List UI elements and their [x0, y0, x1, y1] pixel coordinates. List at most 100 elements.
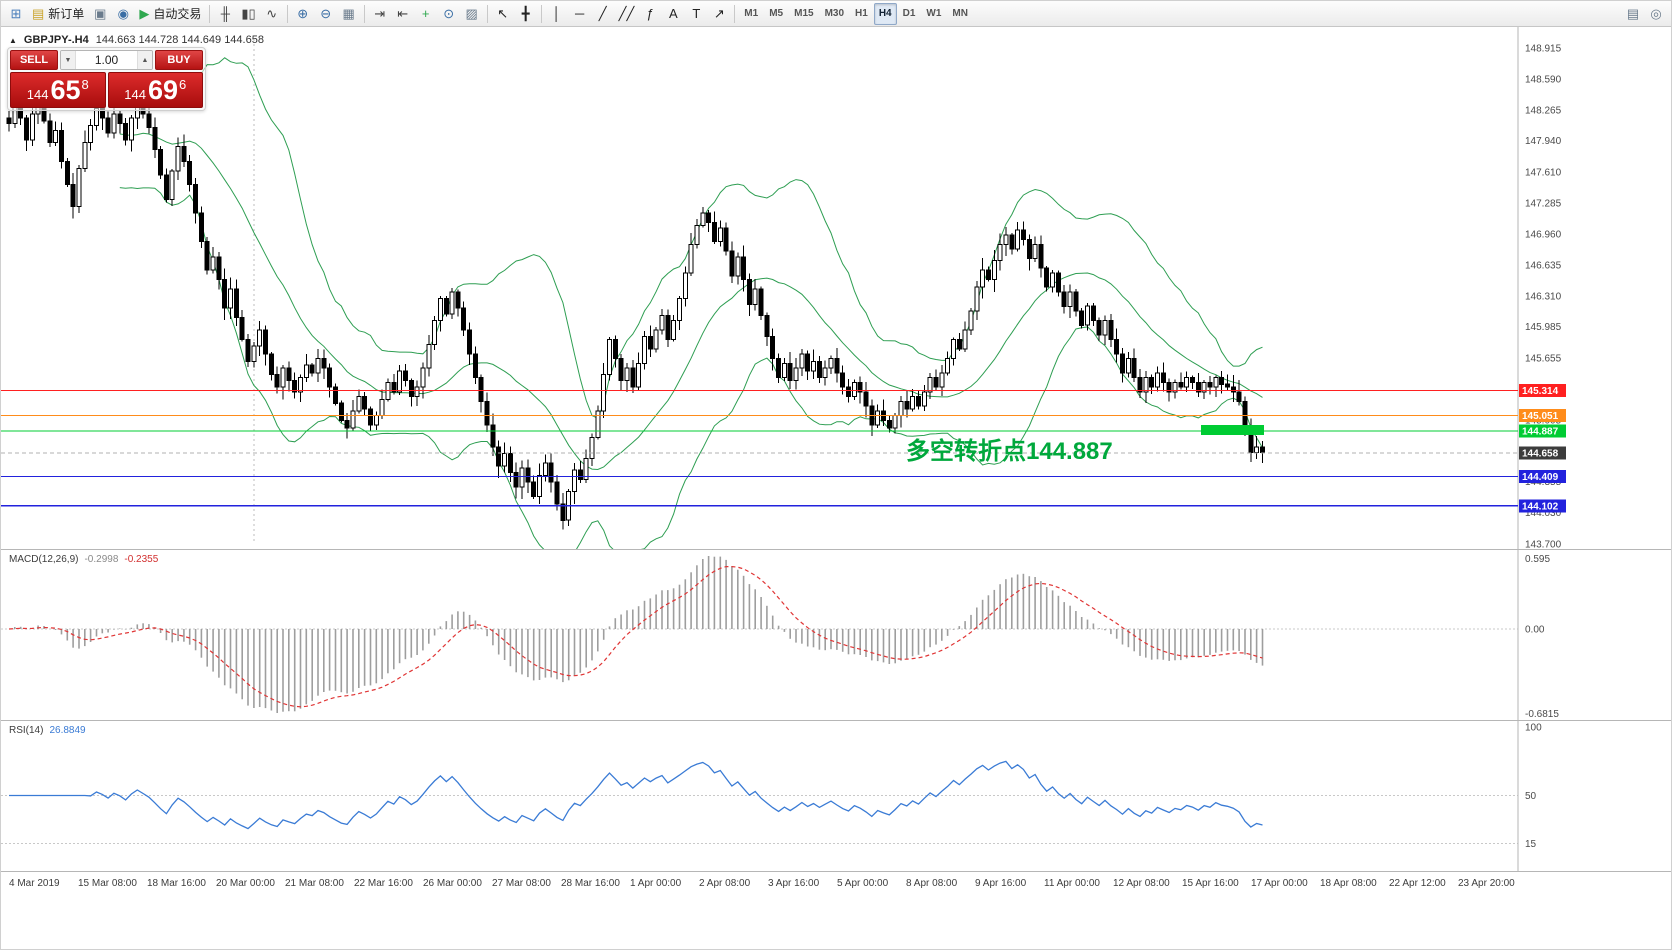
- text-button[interactable]: A: [662, 3, 684, 25]
- horizontal-line-button[interactable]: ─: [569, 3, 591, 25]
- zoom-out-button[interactable]: ⊖: [315, 3, 337, 25]
- chart-shift-button[interactable]: ⇤: [392, 3, 414, 25]
- candle: [455, 291, 461, 309]
- candle: [239, 317, 245, 341]
- horizontal-line-icon: ─: [575, 6, 585, 21]
- candle: [1213, 377, 1219, 388]
- new-chart-button[interactable]: ⊞: [5, 3, 27, 25]
- time-label: 27 Mar 08:00: [492, 878, 551, 889]
- timeframe-d1[interactable]: D1: [898, 3, 921, 25]
- periods-button[interactable]: ⊙: [438, 3, 460, 25]
- macd-canvas[interactable]: 0.595 0.00 -0.6815: [1, 550, 1672, 720]
- autotrading-button[interactable]: ▶ 自动交易: [135, 3, 205, 25]
- sell-price-display[interactable]: 144 65 8: [10, 72, 106, 108]
- candle: [513, 472, 519, 488]
- templates-button[interactable]: ▨: [461, 3, 483, 25]
- rsi-canvas[interactable]: 100 50 15: [1, 721, 1672, 871]
- candle: [1184, 377, 1190, 388]
- candle: [607, 339, 612, 376]
- candle: [1114, 339, 1120, 355]
- candle: [653, 329, 659, 350]
- timeframe-w1[interactable]: W1: [921, 3, 946, 25]
- candle: [379, 398, 385, 417]
- indicators-button[interactable]: +: [415, 3, 437, 25]
- arrows-button[interactable]: ↗: [708, 3, 730, 25]
- time-label: 21 Mar 08:00: [285, 878, 344, 889]
- candle: [1201, 381, 1207, 393]
- price-axis-label: 146.960: [1525, 229, 1562, 240]
- timeframe-m30[interactable]: M30: [820, 3, 849, 25]
- candle: [286, 367, 292, 381]
- print-button[interactable]: ▤: [1622, 3, 1644, 25]
- toolbar: ⊞ ▤ 新订单 ▣ ◉ ▶ 自动交易 ╫ ▮▯ ∿ ⊕ ⊖ ▦ ⇥ ⇤ + ⊙ ▨ ↖ ╋ │ ─ ╱ ╱╱ ƒ A T ↗ M1 M5 M…: [1, 1, 1671, 27]
- timeframe-m5[interactable]: M5: [764, 3, 788, 25]
- channel-button[interactable]: ╱╱: [615, 3, 639, 25]
- candle: [1055, 272, 1061, 293]
- market-watch-button[interactable]: ◉: [112, 3, 134, 25]
- candle: [927, 377, 933, 393]
- vertical-line-button[interactable]: │: [546, 3, 568, 25]
- chart-profiles-button[interactable]: ▣: [89, 3, 111, 25]
- candle: [1073, 291, 1079, 312]
- candle: [659, 315, 665, 331]
- help-button[interactable]: ◎: [1645, 3, 1667, 25]
- auto-scroll-icon: ⇥: [374, 6, 386, 21]
- cursor-button[interactable]: ↖: [492, 3, 514, 25]
- candle: [519, 467, 525, 488]
- sell-button[interactable]: SELL: [10, 50, 58, 70]
- timeframe-m15[interactable]: M15: [789, 3, 818, 25]
- candle: [292, 379, 298, 393]
- oneclick-collapse-arrow[interactable]: ▲: [9, 35, 17, 45]
- candle: [327, 367, 333, 388]
- price-axis-label: 146.635: [1525, 260, 1562, 271]
- candle: [193, 184, 199, 214]
- candle: [1155, 372, 1160, 388]
- tile-windows-button[interactable]: ▦: [338, 3, 360, 25]
- candle: [612, 339, 618, 359]
- timeframe-h4[interactable]: H4: [873, 2, 897, 25]
- price-axis-label: 145.985: [1525, 322, 1562, 333]
- fibonacci-button[interactable]: ƒ: [639, 3, 661, 25]
- text-label-button[interactable]: T: [685, 3, 707, 25]
- line-chart-button[interactable]: ∿: [261, 3, 283, 25]
- time-label: 18 Mar 16:00: [147, 878, 206, 889]
- candle: [490, 424, 496, 448]
- volume-decrease-button[interactable]: ▼: [61, 51, 76, 69]
- candle: [630, 367, 636, 388]
- zoom-in-button[interactable]: ⊕: [292, 3, 314, 25]
- timeframe-m1[interactable]: M1: [739, 3, 763, 25]
- symbol-title: GBPJPY-.H4: [23, 34, 89, 46]
- candle: [537, 475, 542, 497]
- auto-scroll-button[interactable]: ⇥: [369, 3, 391, 25]
- candle: [1137, 377, 1143, 393]
- main-chart-canvas[interactable]: 148.915 148.590 148.265 147.940 147.610 147.2…: [1, 27, 1672, 549]
- price-tag-text: 145.314: [1522, 386, 1559, 397]
- new-order-button[interactable]: ▤ 新订单: [28, 3, 88, 25]
- time-axis[interactable]: 4 Mar 2019 15 Mar 08:00 18 Mar 16:00 20 Mar…: [1, 871, 1671, 949]
- time-label: 3 Apr 16:00: [768, 878, 820, 889]
- support-highlight-bar[interactable]: [1201, 424, 1264, 435]
- candle: [997, 243, 1003, 262]
- time-label: 8 Apr 08:00: [906, 878, 958, 889]
- candle: [1236, 391, 1242, 402]
- volume-input[interactable]: [76, 51, 137, 69]
- candle: [816, 360, 822, 379]
- main-chart-panel: 148.915 148.590 148.265 147.940 147.610 147.2…: [1, 27, 1672, 549]
- buy-button[interactable]: BUY: [155, 50, 203, 70]
- candle: [758, 288, 764, 317]
- timeframe-mn[interactable]: MN: [947, 3, 973, 25]
- candle: [776, 358, 782, 378]
- candle: [1178, 381, 1184, 388]
- annotation-text[interactable]: 多空转折点144.887: [906, 437, 1113, 465]
- trendline-button[interactable]: ╱: [592, 3, 614, 25]
- crosshair-button[interactable]: ╋: [515, 3, 537, 25]
- bar-chart-button[interactable]: ╫: [214, 3, 236, 25]
- candle: [158, 148, 164, 176]
- candlestick-chart-button[interactable]: ▮▯: [237, 3, 259, 25]
- new-order-button-label: 新订单: [48, 7, 85, 21]
- buy-price-display[interactable]: 144 69 6: [107, 72, 203, 108]
- timeframe-h1[interactable]: H1: [850, 3, 873, 25]
- candle: [531, 481, 537, 498]
- candle: [222, 279, 228, 309]
- volume-increase-button[interactable]: ▲: [137, 51, 152, 69]
